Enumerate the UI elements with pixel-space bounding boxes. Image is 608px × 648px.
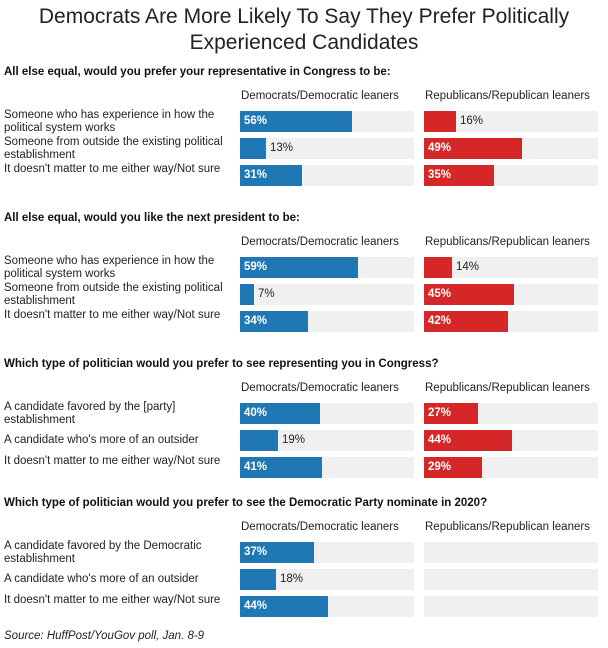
bar-track: 27% xyxy=(424,403,598,424)
bar-track: 41% xyxy=(240,457,414,478)
data-label: 49% xyxy=(428,142,452,154)
panel-question: Which type of politician would you prefe… xyxy=(4,358,439,370)
data-label: 59% xyxy=(244,261,268,273)
bar-track xyxy=(424,596,598,617)
bar-rep xyxy=(424,257,452,278)
data-label: 41% xyxy=(244,461,268,473)
column-header-dem: Democrats/Democratic leaners xyxy=(241,382,399,394)
data-label: 16% xyxy=(460,115,484,127)
data-label: 29% xyxy=(428,461,452,473)
row-label: A candidate favored by the Democratic es… xyxy=(4,540,202,565)
bar-rep xyxy=(424,457,482,478)
column-header-rep: Republicans/Republican leaners xyxy=(425,90,590,102)
data-label: 31% xyxy=(244,169,268,181)
data-label: 44% xyxy=(428,434,452,446)
data-label: 37% xyxy=(244,546,268,558)
bar-track: 59% xyxy=(240,257,414,278)
bar-rep xyxy=(424,430,512,451)
bar-track: 56% xyxy=(240,111,414,132)
data-label: 35% xyxy=(428,169,452,181)
row-label: It doesn't matter to me either way/Not s… xyxy=(4,309,221,321)
bar-track: 45% xyxy=(424,284,598,305)
bar-track xyxy=(424,569,598,590)
bar-dem xyxy=(240,284,254,305)
column-header-dem: Democrats/Democratic leaners xyxy=(241,521,399,533)
data-label: 40% xyxy=(244,407,268,419)
bar-dem xyxy=(240,542,314,563)
bar-dem xyxy=(240,138,266,159)
bar-track: 13% xyxy=(240,138,414,159)
panel-question: All else equal, would you prefer your re… xyxy=(4,66,391,78)
bar-track xyxy=(424,542,598,563)
data-label: 27% xyxy=(428,407,452,419)
row-label: Someone from outside the existing politi… xyxy=(4,282,223,307)
bar-dem xyxy=(240,569,276,590)
bar-dem xyxy=(240,403,320,424)
bar-rep xyxy=(424,111,456,132)
bar-track: 44% xyxy=(424,430,598,451)
panel-question: All else equal, would you like the next … xyxy=(4,212,300,224)
bar-track: 14% xyxy=(424,257,598,278)
row-label: Someone who has experience in how the po… xyxy=(4,255,215,280)
bar-track: 42% xyxy=(424,311,598,332)
bar-rep xyxy=(424,403,478,424)
bar-dem xyxy=(240,430,278,451)
row-label: A candidate who's more of an outsider xyxy=(4,573,199,585)
column-header-rep: Republicans/Republican leaners xyxy=(425,521,590,533)
bar-dem xyxy=(240,165,302,186)
row-label: A candidate who's more of an outsider xyxy=(4,434,199,446)
chart-title: Democrats Are More Likely To Say They Pr… xyxy=(38,5,570,54)
data-label: 34% xyxy=(244,315,268,327)
source-note: Source: HuffPost/YouGov poll, Jan. 8-9 xyxy=(4,630,205,642)
row-label: It doesn't matter to me either way/Not s… xyxy=(4,455,221,467)
bar-dem xyxy=(240,311,308,332)
data-label: 56% xyxy=(244,115,268,127)
column-header-dem: Democrats/Democratic leaners xyxy=(241,236,399,248)
data-label: 45% xyxy=(428,288,452,300)
column-header-rep: Republicans/Republican leaners xyxy=(425,236,590,248)
bar-track: 18% xyxy=(240,569,414,590)
bar-dem xyxy=(240,257,358,278)
data-label: 18% xyxy=(280,573,304,585)
column-header-rep: Republicans/Republican leaners xyxy=(425,382,590,394)
bar-track: 16% xyxy=(424,111,598,132)
data-label: 13% xyxy=(270,142,294,154)
bar-dem xyxy=(240,457,322,478)
bar-dem xyxy=(240,111,352,132)
row-label: A candidate favored by the [party] estab… xyxy=(4,401,176,426)
bar-rep xyxy=(424,138,522,159)
bar-track: 34% xyxy=(240,311,414,332)
bar-dem xyxy=(240,596,328,617)
column-header-dem: Democrats/Democratic leaners xyxy=(241,90,399,102)
bar-track: 31% xyxy=(240,165,414,186)
data-label: 44% xyxy=(244,600,268,612)
bar-rep xyxy=(424,165,494,186)
bar-rep xyxy=(424,311,508,332)
panel-question: Which type of politician would you prefe… xyxy=(4,497,488,509)
bar-track: 40% xyxy=(240,403,414,424)
bar-track: 35% xyxy=(424,165,598,186)
data-label: 14% xyxy=(456,261,480,273)
bar-rep xyxy=(424,284,514,305)
row-label: Someone who has experience in how the po… xyxy=(4,109,215,134)
data-label: 19% xyxy=(282,434,306,446)
bar-track: 29% xyxy=(424,457,598,478)
bar-track: 19% xyxy=(240,430,414,451)
row-label: It doesn't matter to me either way/Not s… xyxy=(4,594,221,606)
data-label: 7% xyxy=(258,288,275,300)
data-label: 42% xyxy=(428,315,452,327)
bar-track: 44% xyxy=(240,596,414,617)
bar-track: 49% xyxy=(424,138,598,159)
row-label: It doesn't matter to me either way/Not s… xyxy=(4,163,221,175)
bar-track: 7% xyxy=(240,284,414,305)
bar-track: 37% xyxy=(240,542,414,563)
row-label: Someone from outside the existing politi… xyxy=(4,136,223,161)
